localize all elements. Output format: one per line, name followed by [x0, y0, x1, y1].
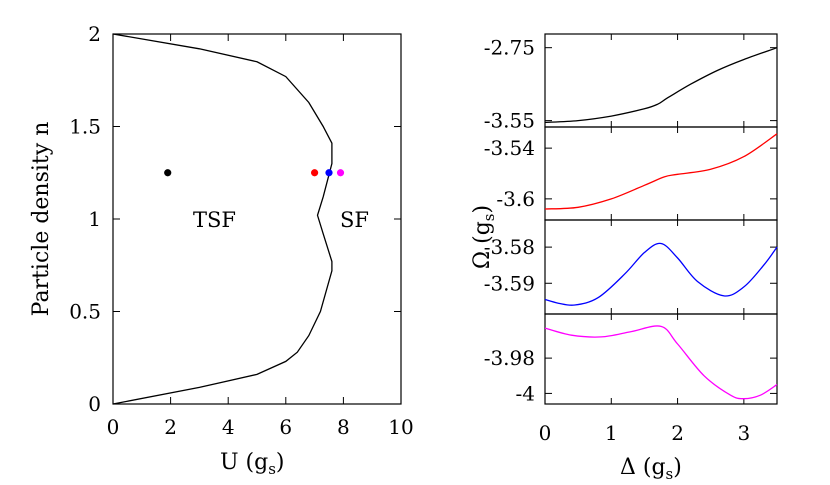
- right-ytick-label: -3.6: [496, 187, 535, 211]
- left-point-group: [164, 169, 345, 177]
- region-label-tsf: TSF: [193, 208, 236, 232]
- left-ytick-label: 1.5: [69, 115, 101, 139]
- left-xlabel-close: ): [276, 450, 285, 475]
- right-xtick-label: 2: [671, 421, 684, 445]
- left-xlabel-sub: s: [268, 460, 276, 478]
- right-xlabel-close: ): [673, 455, 682, 480]
- right-panel-frame: [544, 126, 778, 221]
- right-xtick-group: 0 1 2 3: [539, 421, 751, 445]
- left-ylabel: Particle density n: [29, 122, 54, 317]
- left-ytick-label: 0.5: [69, 300, 101, 324]
- right-ylabel-sub: s: [480, 213, 498, 221]
- right-panel-frame: [544, 33, 778, 128]
- right-ytick-label: -3.98: [484, 346, 535, 370]
- right-ylabel-main: Ω (g: [470, 221, 495, 269]
- right-xlabel-main: Δ (g: [620, 455, 666, 480]
- right-ytick-label: -3.59: [484, 271, 535, 295]
- state-point: [311, 169, 319, 177]
- left-series-group: [112, 33, 333, 405]
- right-ytick-label: -3.58: [484, 235, 535, 259]
- left-xlabel-main: U (g: [220, 450, 268, 475]
- left-xtick-label: 8: [337, 415, 350, 439]
- left-xtick-label: 6: [279, 415, 292, 439]
- right-ytick-label: -4: [516, 381, 535, 405]
- state-point: [336, 169, 345, 177]
- right-panel-curve: [544, 133, 778, 210]
- left-xtick-label: 2: [164, 415, 177, 439]
- right-panel-frame: [544, 313, 778, 405]
- right-panel-curve: [544, 242, 778, 306]
- right-panel-curve: [544, 47, 778, 124]
- right-panel-group: -2.75 -3.55 -3.54 -3.6 -3.58 -3.59 -3.98 -4: [484, 33, 778, 405]
- left-xtick-label: 0: [107, 415, 120, 439]
- phase-boundary-line: [112, 33, 333, 405]
- right-ytick-label: -2.75: [484, 36, 535, 60]
- left-tick-group: 0 2 4 6 8 10 0 0.5 1 1.5 2: [69, 22, 414, 439]
- right-panel-curve: [544, 325, 778, 400]
- region-label-sf: SF: [340, 208, 369, 232]
- right-ylabel: Ω (gs): [470, 205, 498, 269]
- left-xlabel: U (gs): [220, 450, 285, 478]
- right-xtick-label: 3: [737, 421, 750, 445]
- right-ytick-label: -3.54: [484, 136, 535, 160]
- left-xtick-label: 10: [388, 415, 413, 439]
- right-panel-frame: [544, 219, 778, 315]
- right-xlabel: Δ (gs): [620, 455, 682, 483]
- left-ytick-label: 2: [88, 22, 101, 46]
- right-ytick-label: -3.55: [484, 109, 535, 133]
- right-xtick-label: 1: [605, 421, 618, 445]
- right-xtick-label: 0: [539, 421, 552, 445]
- state-point: [164, 169, 172, 177]
- left-ytick-label: 1: [88, 207, 101, 231]
- state-point: [325, 169, 333, 177]
- right-ylabel-close: ): [470, 205, 495, 214]
- left-xtick-label: 4: [222, 415, 235, 439]
- left-ytick-label: 0: [88, 392, 101, 416]
- right-xlabel-sub: s: [666, 465, 674, 483]
